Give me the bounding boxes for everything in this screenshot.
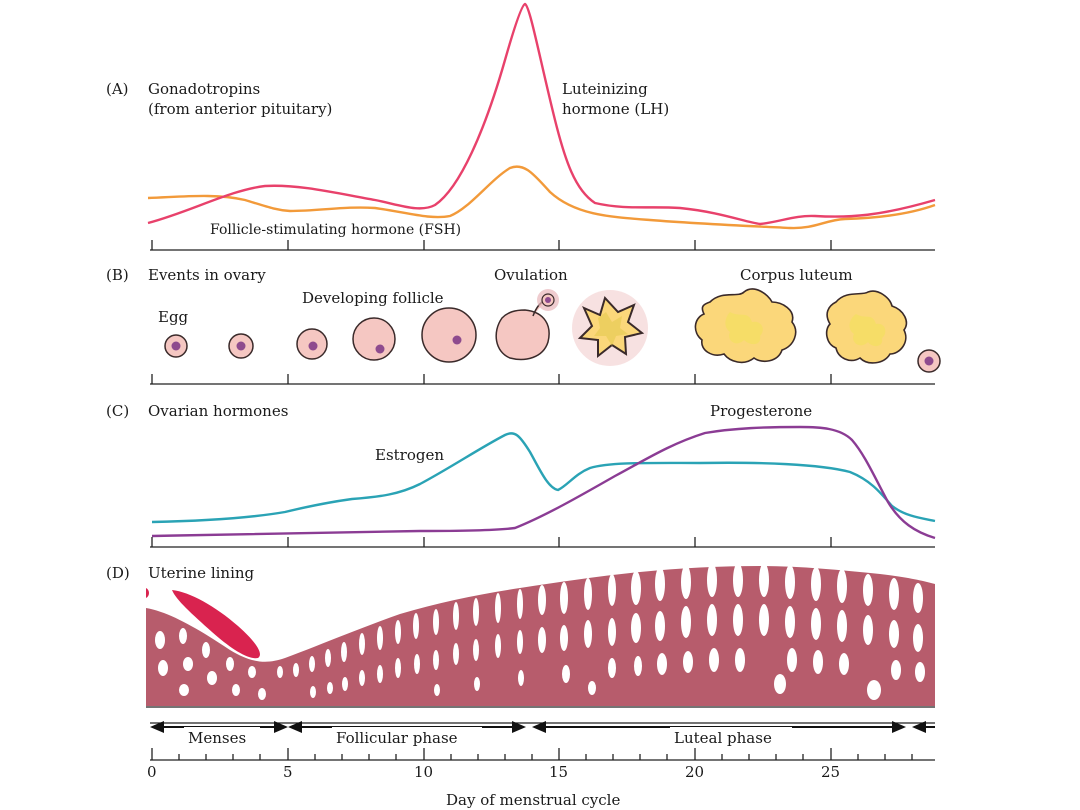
luteal-phase-label: Luteal phase [674,729,772,747]
progesterone-curve [151,425,936,540]
estrogen-label: Estrogen [375,446,444,464]
menses-label-bg [184,727,260,745]
tick-label-25: 25 [821,763,840,781]
tick-label-15: 15 [549,763,568,781]
fsh-curve [147,165,936,230]
panel-d-title: Uterine lining [148,564,255,582]
lh-curve [147,2,936,226]
luteal-label-bg [670,727,792,745]
corpus-luteum-label: Corpus luteum [740,266,853,284]
menstrual-flow [172,590,260,659]
follicle-large [421,307,477,363]
panel-d-label: (D) [106,564,130,582]
ovulation-label: Ovulation [494,266,568,284]
egg-day-0 [164,334,188,358]
lh-label-line1: Luteinizing [562,80,648,98]
fsh-label: Follicle-stimulating hormone (FSH) [210,222,461,238]
panel-a-title-line2: (from anterior pituitary) [148,100,332,118]
panel-a-title-line1: Gonadotropins [148,80,260,98]
panel-c-label: (C) [106,402,129,420]
panel-a-label: (A) [106,80,129,98]
panel-c-title: Ovarian hormones [148,402,288,420]
tick-label-10: 10 [414,763,433,781]
follicular-label-bg [332,727,482,745]
lh-label-line2: hormone (LH) [562,100,669,118]
egg-day-28 [917,349,941,373]
axis-title: Day of menstrual cycle [446,791,620,809]
tick-label-20: 20 [685,763,704,781]
follicle-small [296,328,328,360]
tick-label-5: 5 [283,763,293,781]
lining-glands [155,563,925,700]
tick-label-0: 0 [147,763,157,781]
corpus-luteum-2 [825,290,908,364]
ruptured-follicle [572,290,648,366]
estrogen-curve [151,432,936,524]
day-axis [150,748,935,761]
progesterone-label: Progesterone [710,402,812,420]
corpus-luteum-1 [694,288,797,364]
panel-b-axis [150,374,935,385]
follicle-medium [352,317,396,361]
panel-a-axis [150,240,935,251]
phase-arrows [150,721,935,733]
panel-b-title: Events in ovary [148,266,266,284]
egg-label: Egg [158,308,189,326]
menses-label: Menses [188,729,246,747]
panel-c-axis [150,537,935,548]
ovulating-follicle [495,289,559,361]
panel-b-label: (B) [106,266,129,284]
follicular-phase-label: Follicular phase [336,729,458,747]
developing-follicle-label: Developing follicle [302,289,444,307]
menstrual-drop [146,588,149,598]
egg-day-3 [228,333,254,359]
